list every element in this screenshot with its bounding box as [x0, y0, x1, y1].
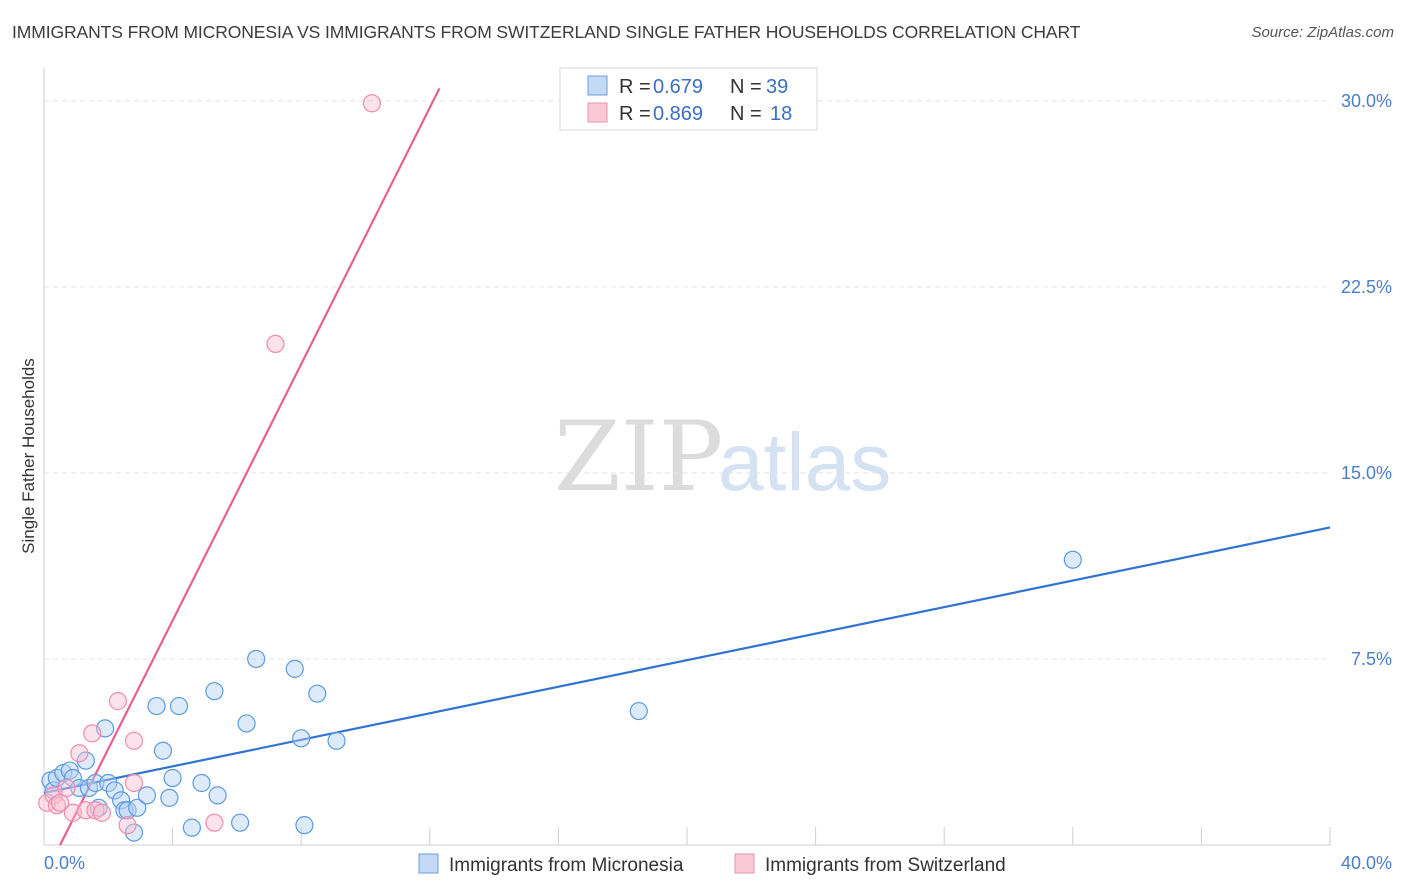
point-micronesia — [192, 773, 211, 793]
correlation-legend: R = 0.679 N = 39 R = 0.869 N = 18 — [559, 67, 818, 131]
point-micronesia — [169, 696, 189, 716]
point-switzerland — [47, 796, 66, 815]
point-micronesia — [308, 684, 327, 703]
legend-n-label-2: N = — [730, 103, 762, 125]
x-tick-label: 40.0% — [1341, 853, 1392, 873]
watermark-atlas: atlas — [718, 417, 891, 508]
point-switzerland — [108, 692, 128, 711]
y-axis-label: Single Father Households — [19, 358, 38, 554]
legend-swatch-pink — [587, 102, 608, 123]
series-legend-swatch-blue — [418, 853, 439, 874]
point-micronesia — [629, 701, 648, 721]
legend-r-label-1: R = — [619, 76, 651, 98]
point-micronesia — [295, 816, 314, 835]
legend-r-value-2: 0.869 — [653, 103, 703, 125]
y-axis-ticks: 7.5% 15.0% 22.5% 30.0% — [1341, 91, 1392, 669]
source-label: Source: ZipAtlas.com — [1251, 24, 1394, 41]
point-micronesia — [1063, 550, 1082, 569]
point-switzerland — [124, 731, 144, 750]
x-axis-ticks: 0.0% 40.0% — [43, 827, 1392, 873]
point-switzerland — [118, 816, 137, 835]
point-switzerland — [362, 94, 382, 113]
point-micronesia — [237, 714, 256, 733]
legend-n-value-2: 18 — [770, 103, 792, 125]
y-tick-label: 30.0% — [1341, 91, 1392, 111]
point-micronesia — [231, 813, 250, 832]
point-micronesia — [247, 649, 266, 669]
point-micronesia — [105, 781, 124, 800]
chart-title: IMMIGRANTS FROM MICRONESIA VS IMMIGRANTS… — [12, 22, 1081, 42]
series-legend: Immigrants from Micronesia Immigrants fr… — [418, 853, 1006, 876]
series-legend-label-micronesia: Immigrants from Micronesia — [449, 855, 684, 876]
legend-n-value-1: 39 — [766, 76, 788, 98]
point-switzerland — [205, 813, 224, 832]
point-switzerland — [83, 724, 102, 743]
series-legend-label-switzerland: Immigrants from Switzerland — [765, 855, 1006, 876]
legend-r-label-2: R = — [619, 103, 651, 125]
point-micronesia — [160, 788, 179, 807]
point-micronesia — [137, 786, 156, 805]
point-micronesia — [124, 823, 144, 842]
point-micronesia — [285, 659, 304, 678]
legend-r-value-1: 0.679 — [653, 76, 703, 98]
trend-lines — [43, 87, 1331, 846]
point-micronesia — [327, 731, 346, 750]
point-micronesia — [182, 818, 201, 837]
point-micronesia — [163, 768, 182, 788]
point-micronesia — [208, 786, 227, 805]
point-switzerland — [266, 334, 285, 354]
legend-n-label-1: N = — [730, 76, 762, 98]
series-legend-swatch-pink — [734, 853, 755, 874]
point-switzerland — [57, 778, 76, 798]
point-micronesia — [292, 729, 311, 748]
data-points — [38, 94, 1082, 842]
point-micronesia — [128, 798, 147, 817]
point-micronesia — [86, 773, 105, 793]
point-micronesia — [63, 768, 83, 788]
y-tick-label: 7.5% — [1351, 649, 1392, 669]
watermark-zip: ZIP — [554, 401, 723, 513]
legend-swatch-blue — [587, 75, 608, 96]
point-micronesia — [76, 751, 95, 770]
grid-lines — [44, 100, 1330, 660]
y-tick-label: 22.5% — [1341, 277, 1392, 297]
point-micronesia — [112, 791, 131, 810]
point-micronesia — [153, 741, 173, 760]
point-micronesia — [99, 773, 118, 793]
trend-line-micronesia — [43, 526, 1331, 794]
x-tick-label: 0.0% — [44, 853, 85, 873]
point-switzerland — [70, 744, 89, 763]
point-micronesia — [147, 696, 166, 716]
trend-line-switzerland — [59, 87, 441, 846]
point-micronesia — [205, 682, 224, 701]
point-switzerland — [124, 773, 144, 793]
point-switzerland — [92, 803, 111, 822]
y-tick-label: 15.0% — [1341, 463, 1392, 483]
